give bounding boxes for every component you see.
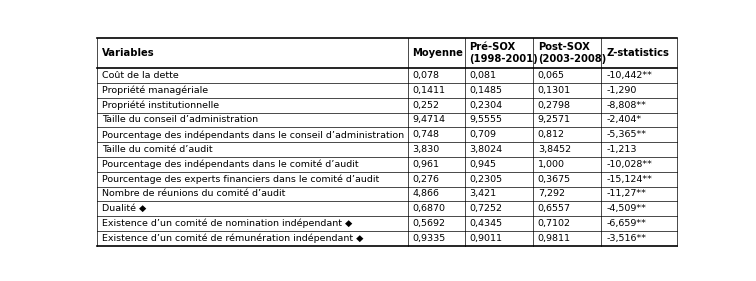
Text: Variables: Variables bbox=[102, 48, 155, 58]
Text: -10,028**: -10,028** bbox=[606, 160, 652, 169]
Text: Propriété managériale: Propriété managériale bbox=[102, 86, 208, 95]
Text: 0,961: 0,961 bbox=[413, 160, 439, 169]
Text: 0,6557: 0,6557 bbox=[538, 204, 571, 213]
Text: Dualité ◆: Dualité ◆ bbox=[102, 204, 147, 213]
Text: 0,1485: 0,1485 bbox=[469, 86, 502, 95]
Text: Taille du conseil d’administration: Taille du conseil d’administration bbox=[102, 115, 259, 124]
Text: 9,5555: 9,5555 bbox=[469, 115, 502, 124]
Text: 0,812: 0,812 bbox=[538, 130, 565, 139]
Text: 4,866: 4,866 bbox=[413, 189, 439, 198]
Text: 0,2305: 0,2305 bbox=[469, 175, 503, 184]
Text: 3,8452: 3,8452 bbox=[538, 145, 571, 154]
Text: -1,290: -1,290 bbox=[606, 86, 637, 95]
Text: -10,442**: -10,442** bbox=[606, 71, 652, 80]
Text: 0,065: 0,065 bbox=[538, 71, 565, 80]
Text: 0,709: 0,709 bbox=[469, 130, 496, 139]
Text: 0,5692: 0,5692 bbox=[413, 219, 445, 228]
Text: -4,509**: -4,509** bbox=[606, 204, 646, 213]
Text: 0,1411: 0,1411 bbox=[413, 86, 445, 95]
Text: 0,4345: 0,4345 bbox=[469, 219, 503, 228]
Text: 0,252: 0,252 bbox=[413, 101, 439, 110]
Text: 0,748: 0,748 bbox=[413, 130, 439, 139]
Text: Pourcentage des experts financiers dans le comité d’audit: Pourcentage des experts financiers dans … bbox=[102, 175, 380, 184]
Text: Coût de la dette: Coût de la dette bbox=[102, 71, 179, 80]
Text: 0,2798: 0,2798 bbox=[538, 101, 571, 110]
Text: 3,8024: 3,8024 bbox=[469, 145, 503, 154]
Text: 9,2571: 9,2571 bbox=[538, 115, 571, 124]
Text: 0,078: 0,078 bbox=[413, 71, 439, 80]
Text: -1,213: -1,213 bbox=[606, 145, 637, 154]
Text: 0,945: 0,945 bbox=[469, 160, 496, 169]
Text: Nombre de réunions du comité d’audit: Nombre de réunions du comité d’audit bbox=[102, 189, 286, 198]
Text: 0,3675: 0,3675 bbox=[538, 175, 571, 184]
Text: 3,421: 3,421 bbox=[469, 189, 497, 198]
Text: 0,2304: 0,2304 bbox=[469, 101, 503, 110]
Text: 0,7252: 0,7252 bbox=[469, 204, 502, 213]
Text: 3,830: 3,830 bbox=[413, 145, 440, 154]
Text: 0,6870: 0,6870 bbox=[413, 204, 445, 213]
Text: Post-SOX
(2003-2008): Post-SOX (2003-2008) bbox=[538, 42, 606, 64]
Text: Existence d’un comité de rémunération indépendant ◆: Existence d’un comité de rémunération in… bbox=[102, 234, 364, 243]
Text: 0,7102: 0,7102 bbox=[538, 219, 571, 228]
Text: 0,9811: 0,9811 bbox=[538, 234, 571, 243]
Text: -15,124**: -15,124** bbox=[606, 175, 652, 184]
Text: -6,659**: -6,659** bbox=[606, 219, 646, 228]
Text: Pré-SOX
(1998-2001): Pré-SOX (1998-2001) bbox=[469, 42, 538, 64]
Text: 0,1301: 0,1301 bbox=[538, 86, 571, 95]
Text: -3,516**: -3,516** bbox=[606, 234, 646, 243]
Text: Propriété institutionnelle: Propriété institutionnelle bbox=[102, 100, 219, 110]
Text: Existence d’un comité de nomination indépendant ◆: Existence d’un comité de nomination indé… bbox=[102, 219, 352, 228]
Text: 9,4714: 9,4714 bbox=[413, 115, 445, 124]
Text: -8,808**: -8,808** bbox=[606, 101, 646, 110]
Text: 0,9011: 0,9011 bbox=[469, 234, 502, 243]
Text: 7,292: 7,292 bbox=[538, 189, 565, 198]
Text: -2,404*: -2,404* bbox=[606, 115, 641, 124]
Text: Pourcentage des indépendants dans le comité d’audit: Pourcentage des indépendants dans le com… bbox=[102, 160, 359, 169]
Text: Taille du comité d’audit: Taille du comité d’audit bbox=[102, 145, 212, 154]
Text: -5,365**: -5,365** bbox=[606, 130, 646, 139]
Text: Z-statistics: Z-statistics bbox=[606, 48, 669, 58]
Text: 1,000: 1,000 bbox=[538, 160, 565, 169]
Text: -11,27**: -11,27** bbox=[606, 189, 646, 198]
Text: 0,276: 0,276 bbox=[413, 175, 439, 184]
Text: Pourcentage des indépendants dans le conseil d’administration: Pourcentage des indépendants dans le con… bbox=[102, 130, 404, 139]
Text: Moyenne: Moyenne bbox=[413, 48, 463, 58]
Text: 0,9335: 0,9335 bbox=[413, 234, 446, 243]
Text: 0,081: 0,081 bbox=[469, 71, 496, 80]
